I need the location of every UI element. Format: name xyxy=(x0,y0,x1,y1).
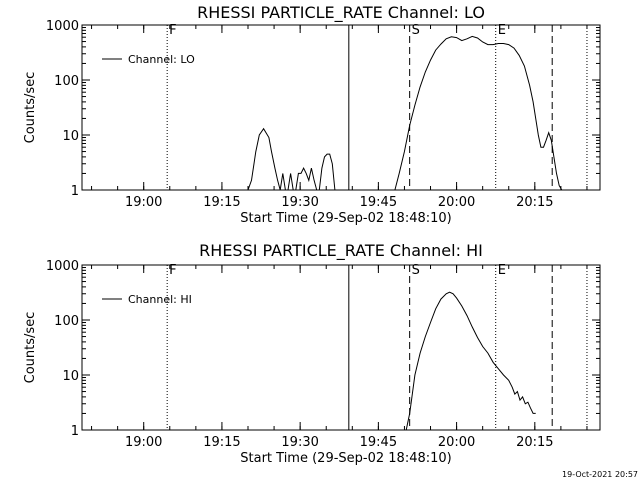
y-axis-label: Counts/sec xyxy=(23,312,38,384)
y-tick-label: 1 xyxy=(71,184,79,199)
plot-frame xyxy=(81,264,601,431)
legend-label: Channel: HI xyxy=(128,293,192,306)
x-axis-label: Start Time (29-Sep-02 18:48:10) xyxy=(240,211,451,226)
y-tick-label: 1000 xyxy=(46,19,79,34)
y-axis-label: Counts/sec xyxy=(23,72,38,144)
legend-label: Channel: LO xyxy=(128,53,195,66)
x-tick-label: 19:15 xyxy=(203,435,240,450)
x-tick-label: 19:30 xyxy=(281,195,318,210)
x-tick-label: 19:45 xyxy=(360,195,397,210)
x-tick-label: 20:00 xyxy=(438,195,475,210)
chart-title: RHESSI PARTICLE_RATE Channel: HI xyxy=(199,241,483,261)
x-tick-label: 19:30 xyxy=(281,435,318,450)
x-tick-label: 20:15 xyxy=(516,435,553,450)
x-tick-label: 20:00 xyxy=(438,435,475,450)
y-tick-label: 100 xyxy=(54,314,79,329)
x-tick-label: 19:00 xyxy=(125,435,162,450)
event-marker-label: E xyxy=(498,263,506,278)
x-axis-label: Start Time (29-Sep-02 18:48:10) xyxy=(240,451,451,466)
event-marker-label: E xyxy=(498,23,506,38)
x-tick-label: 20:15 xyxy=(516,195,553,210)
x-tick-label: 19:00 xyxy=(125,195,162,210)
chart-title: RHESSI PARTICLE_RATE Channel: LO xyxy=(197,3,485,23)
x-tick-label: 19:15 xyxy=(203,195,240,210)
series-line-hi-0 xyxy=(405,291,536,431)
event-marker-label: F xyxy=(169,23,176,38)
footer-timestamp: 19-Oct-2021 20:57 xyxy=(562,470,638,479)
event-marker-label: S xyxy=(412,23,420,38)
chart-panel-lo: RHESSI PARTICLE_RATE Channel: LO 19:00 19:… xyxy=(23,3,601,226)
plot-frame xyxy=(81,24,601,191)
y-tick-label: 1 xyxy=(71,424,79,439)
chart-panel-hi: RHESSI PARTICLE_RATE Channel: HI 19:00 19:… xyxy=(23,241,601,466)
y-tick-label: 10 xyxy=(62,129,79,144)
y-tick-label: 100 xyxy=(54,74,79,89)
series-line-lo-0 xyxy=(247,127,336,191)
y-tick-label: 10 xyxy=(62,369,79,384)
y-tick-label: 1000 xyxy=(46,259,79,274)
event-marker-label: F xyxy=(169,263,176,278)
x-tick-label: 19:45 xyxy=(360,435,397,450)
series-line-lo-1 xyxy=(394,35,565,191)
event-marker-label: S xyxy=(412,263,420,278)
